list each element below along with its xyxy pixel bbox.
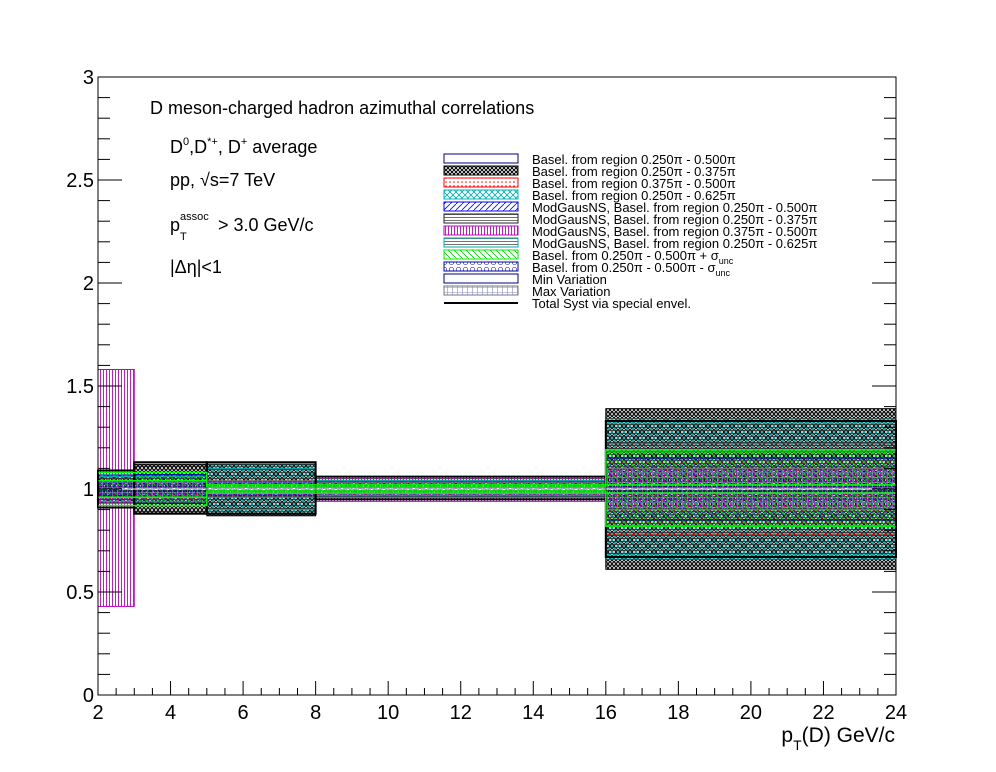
x-tick-label: 4	[165, 702, 176, 724]
annotation-energy: pp, √s=7 TeV	[170, 170, 275, 190]
legend-swatch	[443, 165, 519, 176]
x-tick-label: 2	[92, 702, 103, 724]
x-tick-label: 22	[812, 702, 834, 724]
legend-label: ModGausNS, Basel. from region 0.250π - 0…	[532, 200, 817, 215]
legend-swatch	[443, 237, 519, 248]
x-tick-label: 14	[522, 702, 544, 724]
legend-label: Min Variation	[532, 272, 607, 287]
legend-swatch	[443, 177, 519, 188]
annotation-pt-assoc: passoc T > 3.0 GeV/c	[170, 211, 314, 243]
legend-label: Basel. from region 0.250π - 0.375π	[532, 164, 736, 179]
legend-swatch	[443, 189, 519, 200]
annotation-delta-eta: |Δη|<1	[170, 257, 222, 277]
legend-label: Total Syst via special envel.	[532, 296, 691, 311]
chart-title: D meson-charged hadron azimuthal correla…	[150, 98, 534, 118]
legend-swatch	[443, 213, 519, 224]
x-tick-label: 12	[450, 702, 472, 724]
green-step-high2	[98, 480, 896, 488]
x-tick-label: 24	[885, 702, 907, 724]
legend-swatch	[443, 225, 519, 236]
legend-label: Basel. from region 0.250π - 0.500π	[532, 152, 736, 167]
y-tick-label: 1	[83, 479, 94, 501]
y-tick-label: 0	[83, 685, 94, 707]
green-step-high	[98, 449, 896, 486]
legend-label: Basel. from region 0.250π - 0.625π	[532, 188, 736, 203]
legend-swatch	[443, 261, 519, 272]
legend-swatch	[443, 285, 519, 296]
legend-swatch	[443, 153, 519, 164]
y-tick-label: 0.5	[66, 582, 94, 604]
legend-label: Basel. from region 0.375π - 0.500π	[532, 176, 736, 191]
legend-swatch	[443, 273, 519, 284]
green-step-low	[98, 492, 896, 527]
y-tick-label: 2.5	[66, 170, 94, 192]
x-tick-label: 18	[667, 702, 689, 724]
x-tick-label: 16	[595, 702, 617, 724]
x-tick-label: 8	[310, 702, 321, 724]
legend-label: ModGausNS, Basel. from region 0.375π - 0…	[532, 224, 817, 239]
y-tick-label: 2	[83, 273, 94, 295]
legend-label: Max Variation	[532, 284, 611, 299]
bands-layer	[97, 369, 897, 607]
legend-label: ModGausNS, Basel. from region 0.250π - 0…	[532, 236, 817, 251]
y-tick-label: 3	[83, 67, 94, 89]
y-tick-label: 1.5	[66, 376, 94, 398]
legend-label: ModGausNS, Basel. from region 0.250π - 0…	[532, 212, 817, 227]
green-step-low2	[98, 490, 896, 498]
legend: Basel. from region 0.250π - 0.500πBasel.…	[443, 152, 817, 311]
x-axis-label: pT(D) GeV/c	[781, 724, 895, 753]
annotation-mesons: D0,D*+, D+ average	[170, 136, 317, 157]
legend-swatch	[443, 201, 519, 212]
legend-label: Basel. from 0.250π - 0.500π - σunc	[532, 260, 731, 278]
legend-swatch	[443, 249, 519, 260]
x-tick-label: 6	[238, 702, 249, 724]
x-tick-label: 10	[377, 702, 399, 724]
x-tick-label: 20	[740, 702, 762, 724]
legend-label: Basel. from 0.250π - 0.500π + σunc	[532, 248, 734, 266]
